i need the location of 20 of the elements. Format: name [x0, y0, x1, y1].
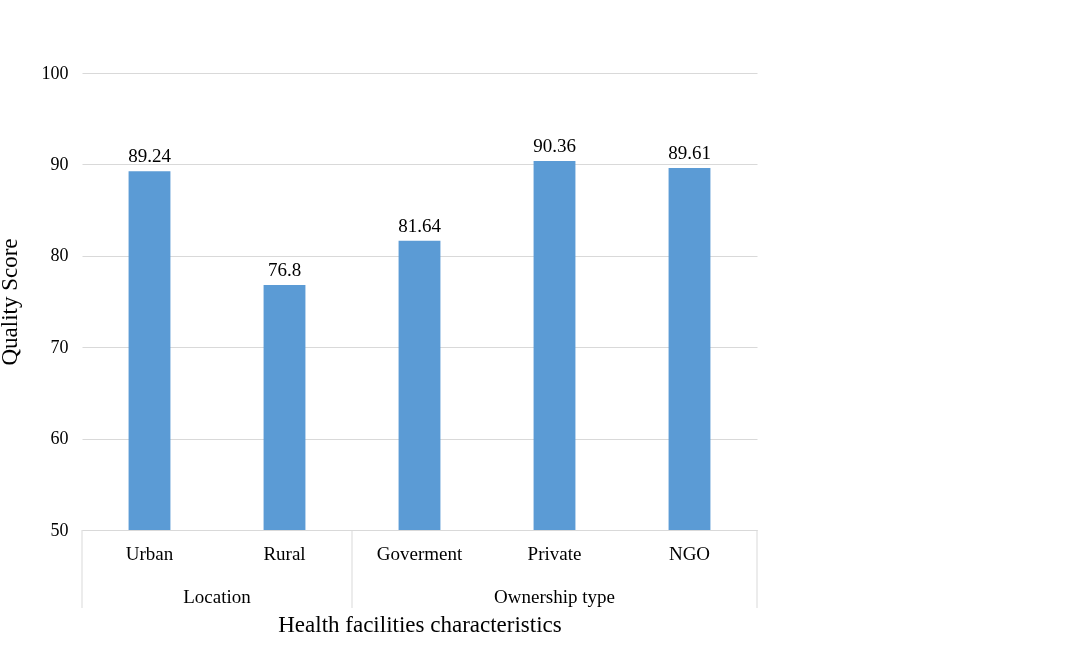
y-axis-title: Quality Score — [0, 238, 22, 366]
y-tick-label: 50 — [50, 519, 69, 540]
text: Ownership type — [494, 586, 615, 607]
y-tick-label: 90 — [50, 153, 69, 174]
x-tick-label: Urban — [125, 542, 174, 564]
y-tick-label: 60 — [50, 428, 69, 449]
data-label: 89.24 — [128, 145, 172, 167]
x-tick-label: Private — [527, 542, 582, 564]
data-label: 89.61 — [668, 141, 711, 163]
x-axis-title: Health facilities characteristics — [278, 611, 562, 637]
x-tick-label: Goverment — [376, 542, 463, 564]
x-tick-label: Rural — [263, 542, 306, 564]
y-tick-label: 80 — [50, 245, 69, 266]
y-tick-label: 100 — [41, 62, 69, 83]
y-tick-label: 70 — [50, 336, 69, 357]
data-label: 81.64 — [398, 214, 442, 236]
x-tick-label: NGO — [668, 542, 711, 564]
data-label: 90.36 — [533, 135, 576, 157]
text: Location — [183, 586, 252, 607]
data-label: 76.8 — [267, 259, 302, 281]
